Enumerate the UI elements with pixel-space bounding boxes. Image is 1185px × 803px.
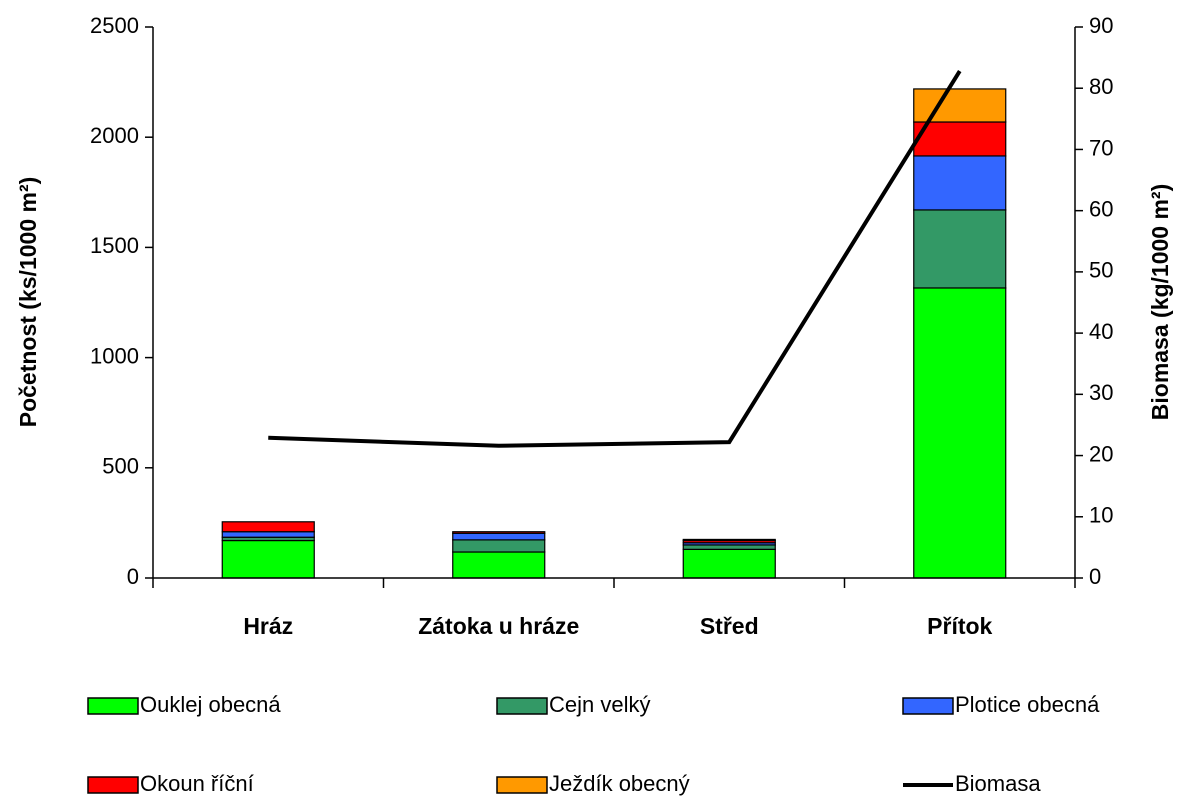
bar-segment	[221, 539, 315, 579]
y2-tick-label: 60	[1089, 196, 1113, 221]
bar-segment	[913, 209, 1007, 289]
x-tick-label: Zátoka u hráze	[418, 613, 579, 639]
bar-segment	[682, 538, 776, 542]
y-tick-label: 2500	[90, 13, 139, 38]
legend-swatch	[87, 697, 139, 715]
line-series	[268, 70, 962, 448]
bar-segment	[452, 531, 546, 534]
legend-label: Ouklej obecná	[140, 692, 281, 717]
y2-tick-label: 80	[1089, 74, 1113, 99]
bar-segment	[682, 548, 776, 579]
y2-tick-label: 30	[1089, 380, 1113, 405]
y-tick-label: 0	[127, 564, 139, 589]
y-tick-label: 500	[102, 454, 139, 479]
bar-segment	[913, 287, 1007, 579]
bar-segment	[452, 539, 546, 553]
y-tick-label: 1500	[90, 233, 139, 258]
bar-segment	[221, 521, 315, 533]
legend-label: Plotice obecná	[955, 692, 1100, 717]
bar-segment	[221, 531, 315, 538]
bar-segment	[452, 532, 546, 541]
legend-swatch	[87, 776, 139, 794]
legend-label: Ježdík obecný	[549, 771, 690, 796]
bar-segment	[452, 551, 546, 579]
y2-tick-label: 20	[1089, 441, 1113, 466]
y2-axis-label: Biomasa (kg/1000 m²)	[1147, 184, 1173, 420]
y2-tick-label: 10	[1089, 503, 1113, 528]
legend-swatch	[902, 697, 954, 715]
bar-segment	[913, 88, 1007, 123]
x-tick-label: Přítok	[927, 613, 992, 639]
y2-tick-label: 90	[1089, 13, 1113, 38]
y2-tick-label: 70	[1089, 135, 1113, 160]
bar-segment	[682, 544, 776, 550]
legend-swatch	[496, 776, 548, 794]
legend-label: Okoun říční	[140, 771, 254, 796]
y2-tick-label: 0	[1089, 564, 1101, 589]
legend-label: Cejn velký	[549, 692, 650, 717]
x-tick-label: Hráz	[243, 613, 293, 639]
legend-label: Biomasa	[955, 771, 1041, 796]
y2-tick-label: 40	[1089, 319, 1113, 344]
y-tick-label: 1000	[90, 343, 139, 368]
bar-segment	[913, 155, 1007, 211]
bar-segment	[913, 121, 1007, 157]
y2-tick-label: 50	[1089, 258, 1113, 283]
y-tick-label: 2000	[90, 123, 139, 148]
legend-swatch	[496, 697, 548, 715]
y-axis-label: Početnost (ks/1000 m²)	[15, 177, 41, 428]
x-tick-label: Střed	[700, 613, 759, 639]
